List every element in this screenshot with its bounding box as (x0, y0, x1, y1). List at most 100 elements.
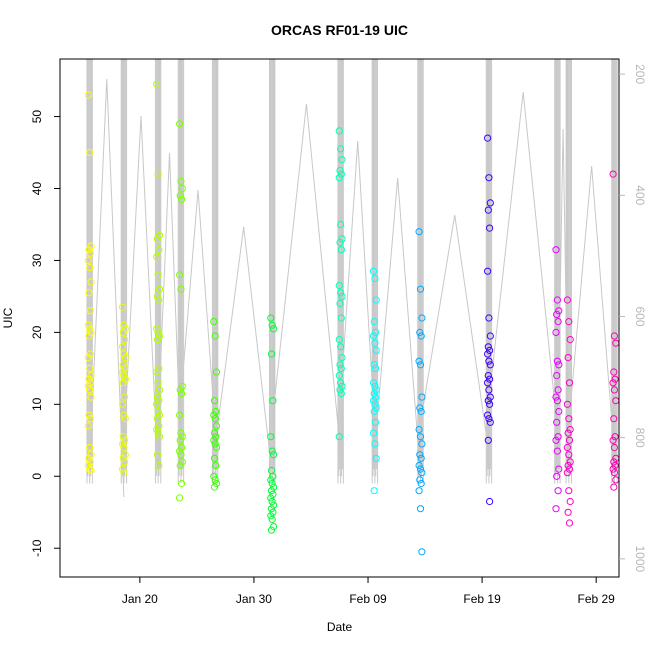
right-tick-label: 600 (633, 306, 647, 326)
data-point (267, 526, 276, 534)
data-point (177, 177, 185, 185)
data-point (155, 364, 163, 372)
data-point (486, 199, 494, 207)
y-tick-label: -10 (30, 539, 44, 557)
data-point (371, 400, 379, 408)
data-point (484, 372, 492, 380)
data-point (84, 321, 92, 329)
data-point (86, 249, 94, 257)
plot-frame (59, 58, 620, 578)
y-axis-label: UIC (1, 307, 15, 328)
data-point (176, 461, 184, 470)
right-tick-label: 200 (633, 64, 647, 84)
data-point (336, 238, 344, 247)
data-point (610, 415, 618, 423)
data-point (337, 170, 345, 178)
data-point (611, 375, 619, 383)
data-point (338, 292, 346, 300)
data-point (120, 321, 128, 329)
data-point (121, 354, 129, 362)
data-point (370, 407, 378, 416)
data-point (118, 440, 127, 448)
transit-line (123, 115, 159, 475)
data-point (370, 318, 378, 326)
data-point (484, 267, 492, 275)
data-point (153, 325, 161, 333)
data-point (416, 476, 424, 484)
data-point (84, 256, 92, 264)
data-point (267, 433, 275, 441)
data-point (417, 454, 425, 462)
data-point (335, 433, 343, 441)
data-point (120, 372, 128, 380)
data-point (153, 400, 161, 408)
data-point (118, 343, 127, 351)
data-point (121, 375, 129, 383)
data-point (155, 285, 164, 293)
data-point (486, 332, 494, 340)
data-point (84, 91, 92, 99)
data-point (566, 336, 574, 344)
data-point (610, 458, 618, 466)
chart-title: ORCAS RF01-19 UIC (271, 22, 408, 38)
data-point (85, 411, 93, 419)
data-point (418, 548, 426, 556)
data-point (565, 379, 574, 387)
data-point (486, 393, 494, 401)
data-point (554, 433, 562, 441)
data-point (416, 361, 425, 369)
data-point (610, 469, 619, 477)
data-point (269, 397, 277, 405)
data-point (153, 235, 161, 243)
data-point (154, 271, 162, 279)
data-point (563, 400, 572, 408)
data-point (121, 393, 129, 401)
data-point (153, 415, 161, 423)
data-point (87, 372, 95, 380)
data-point (178, 443, 186, 452)
data-point (86, 379, 94, 387)
data-point (564, 461, 572, 470)
data-point (84, 422, 92, 430)
data-point (369, 429, 378, 437)
y-tick-label: 50 (30, 110, 44, 124)
data-point (372, 296, 380, 304)
data-point (369, 267, 378, 275)
data-point (336, 361, 344, 369)
data-point (155, 296, 163, 304)
data-point (335, 127, 343, 135)
x-axis-label: Date (327, 620, 353, 634)
data-point (121, 364, 129, 372)
data-point (416, 505, 425, 513)
data-point (177, 451, 185, 459)
data-point (337, 289, 345, 297)
data-point (609, 436, 617, 444)
data-point (337, 364, 345, 372)
data-point (484, 206, 492, 214)
data-point (154, 407, 162, 416)
data-point (121, 451, 129, 459)
transit-line (157, 152, 182, 452)
data-point (86, 465, 94, 473)
data-point (564, 429, 572, 437)
data-point (155, 231, 164, 239)
data-point (211, 440, 219, 448)
data-point (269, 472, 277, 480)
data-point (153, 80, 161, 88)
data-point (155, 397, 163, 405)
data-point (337, 246, 345, 254)
data-point (372, 404, 380, 412)
data-point (338, 354, 346, 362)
data-point (565, 451, 573, 459)
data-point (269, 490, 277, 498)
data-point (153, 425, 161, 434)
data-point (87, 278, 95, 286)
data-point (210, 436, 218, 444)
data-point (178, 433, 186, 441)
data-point (552, 393, 560, 401)
data-point (372, 346, 380, 354)
data-point (210, 411, 218, 419)
data-point (566, 425, 574, 434)
data-point (552, 505, 560, 513)
data-point (338, 235, 346, 243)
